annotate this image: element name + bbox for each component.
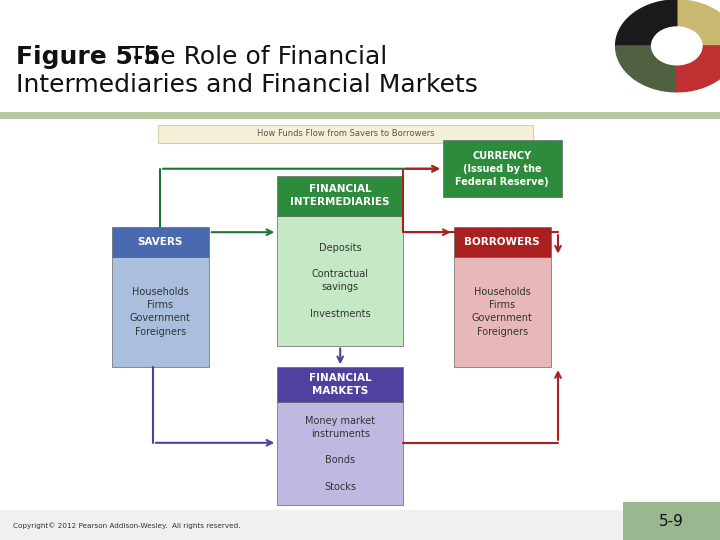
Text: The Role of Financial: The Role of Financial	[113, 45, 387, 69]
Text: FINANCIAL
INTERMEDIARIES: FINANCIAL INTERMEDIARIES	[290, 184, 390, 207]
Text: FINANCIAL
MARKETS: FINANCIAL MARKETS	[309, 373, 372, 396]
Text: Figure 5-5: Figure 5-5	[16, 45, 161, 69]
Text: Households
Firms
Government
Foreigners: Households Firms Government Foreigners	[472, 287, 533, 336]
FancyBboxPatch shape	[112, 256, 209, 367]
FancyBboxPatch shape	[277, 216, 403, 346]
Polygon shape	[677, 46, 720, 92]
Text: Copyright© 2012 Pearson Addison-Wesley.  All rights reserved.: Copyright© 2012 Pearson Addison-Wesley. …	[13, 522, 240, 529]
FancyBboxPatch shape	[277, 402, 403, 505]
Text: Intermediaries and Financial Markets: Intermediaries and Financial Markets	[16, 73, 477, 97]
FancyBboxPatch shape	[158, 125, 533, 143]
FancyBboxPatch shape	[443, 140, 562, 197]
Text: CURRENCY
(Issued by the
Federal Reserve): CURRENCY (Issued by the Federal Reserve)	[455, 151, 549, 187]
Text: 5-9: 5-9	[659, 514, 684, 529]
Text: BORROWERS: BORROWERS	[464, 237, 540, 247]
FancyBboxPatch shape	[454, 256, 551, 367]
FancyBboxPatch shape	[112, 227, 209, 256]
FancyBboxPatch shape	[277, 367, 403, 402]
Text: Money market
instruments

Bonds

Stocks: Money market instruments Bonds Stocks	[305, 416, 375, 491]
Text: SAVERS: SAVERS	[138, 237, 183, 247]
Bar	[0, 112, 720, 119]
Polygon shape	[616, 0, 677, 46]
FancyBboxPatch shape	[454, 227, 551, 256]
Bar	[0, 510, 720, 540]
Polygon shape	[616, 46, 677, 92]
Text: Households
Firms
Government
Foreigners: Households Firms Government Foreigners	[130, 287, 191, 336]
Text: How Funds Flow from Savers to Borrowers: How Funds Flow from Savers to Borrowers	[257, 130, 434, 138]
FancyBboxPatch shape	[277, 176, 403, 216]
Polygon shape	[677, 0, 720, 46]
FancyBboxPatch shape	[623, 502, 720, 540]
Circle shape	[652, 27, 702, 65]
Text: Deposits

Contractual
savings

Investments: Deposits Contractual savings Investments	[310, 243, 371, 319]
